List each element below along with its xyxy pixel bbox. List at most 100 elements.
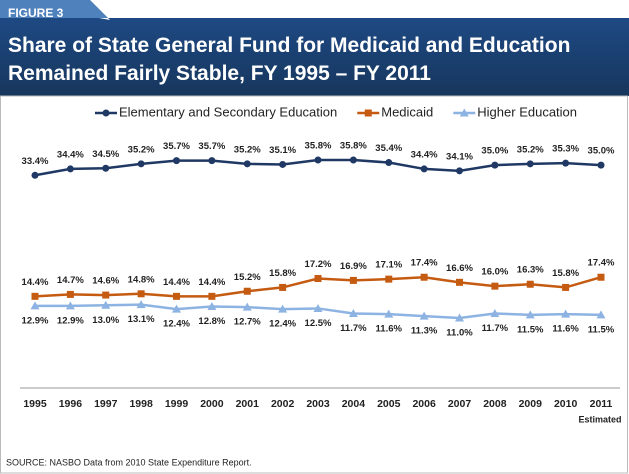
value-label: 14.4% [163, 277, 190, 288]
value-label: 15.2% [234, 272, 261, 283]
x-tick-label: 2000 [200, 398, 224, 410]
point [384, 309, 394, 318]
value-label: 11.0% [446, 328, 473, 339]
point [243, 160, 251, 168]
value-label: 17.1% [375, 260, 402, 271]
x-tick-label: 1997 [94, 398, 118, 410]
value-label: 11.7% [482, 323, 509, 334]
point [31, 292, 39, 300]
figure-label: FIGURE 3 [8, 6, 64, 20]
value-label: 14.4% [22, 277, 49, 288]
x-tick-label: 2006 [412, 398, 436, 410]
value-label: 16.9% [340, 261, 367, 272]
value-label: 34.1% [446, 151, 473, 162]
point [597, 161, 605, 169]
point [243, 287, 251, 295]
point [562, 283, 570, 291]
value-label: 16.6% [446, 263, 473, 274]
x-tick-label: 2010 [554, 398, 578, 410]
value-label: 35.1% [269, 145, 296, 156]
value-label: 12.8% [198, 316, 225, 327]
value-label: 12.4% [269, 319, 296, 330]
point [137, 160, 145, 168]
series-line [34, 275, 602, 298]
x-tick-label: 2003 [306, 398, 330, 410]
point [66, 290, 74, 298]
x-tick-label: 1996 [59, 398, 83, 410]
value-label: 35.2% [517, 144, 544, 155]
point [279, 283, 287, 291]
point [173, 292, 180, 300]
point [490, 309, 500, 318]
point [30, 301, 40, 310]
value-label: 35.8% [340, 141, 367, 152]
value-label: 35.3% [552, 144, 579, 155]
x-tick-label: 1998 [129, 398, 153, 410]
value-label: 11.5% [588, 324, 615, 335]
value-label: 11.6% [376, 324, 403, 335]
header-bg [0, 0, 629, 96]
value-label: 35.7% [163, 141, 190, 152]
value-label: 35.7% [198, 141, 225, 152]
value-label: 35.4% [375, 143, 402, 154]
point [455, 313, 464, 322]
point [242, 302, 252, 311]
point [102, 164, 110, 172]
value-label: 11.7% [340, 323, 367, 334]
frame [0, 95, 628, 474]
legend-label: Elementary and Secondary Education [119, 104, 337, 119]
value-label: 35.0% [481, 146, 508, 157]
figure-tab [0, 0, 108, 18]
point [173, 157, 180, 165]
source: SOURCE: NASBO Data from 2010 State Expen… [6, 457, 252, 467]
point [456, 167, 463, 175]
x-tick-label: 2008 [483, 398, 507, 410]
value-label: 17.4% [411, 258, 438, 269]
point [597, 273, 605, 281]
point [102, 291, 110, 299]
point [136, 300, 146, 309]
point [207, 302, 217, 311]
value-label: 35.2% [234, 144, 261, 155]
x-annotation: Estimated [578, 414, 621, 424]
point [314, 275, 322, 282]
value-label: 15.8% [269, 268, 296, 279]
x-tick-label: 2007 [448, 398, 472, 410]
value-label: 14.7% [57, 275, 84, 286]
x-tick-label: 1995 [23, 398, 47, 410]
series-line [34, 158, 602, 177]
x-tick-label: 2011 [590, 398, 613, 410]
point [208, 157, 216, 165]
point [349, 156, 357, 164]
value-label: 16.3% [517, 265, 544, 276]
value-label: 34.4% [411, 149, 438, 160]
x-tick-label: 1999 [165, 398, 189, 410]
point [313, 303, 323, 312]
x-tick-label: 2002 [271, 398, 295, 410]
x-tick-label: 2009 [519, 398, 543, 410]
value-label: 13.0% [92, 315, 119, 326]
x-tick-label: 2001 [236, 398, 260, 410]
point [349, 276, 357, 284]
point [348, 309, 358, 318]
chart-title: Share of State General Fund for Medicaid… [8, 34, 571, 85]
value-label: 11.6% [552, 324, 579, 335]
point [562, 159, 570, 167]
point [491, 161, 499, 169]
point [278, 304, 288, 313]
series-line [35, 303, 602, 320]
value-label: 17.4% [588, 258, 615, 269]
value-label: 14.4% [198, 277, 225, 288]
point [526, 160, 534, 168]
point [419, 311, 429, 320]
value-label: 33.4% [22, 156, 49, 167]
value-label: 12.7% [234, 317, 261, 328]
value-label: 34.5% [92, 149, 119, 160]
point [526, 280, 534, 288]
point [456, 278, 463, 286]
x-tick-label: 2004 [342, 398, 366, 410]
value-label: 16.0% [481, 267, 508, 278]
value-label: 14.6% [92, 276, 119, 287]
point [420, 273, 428, 281]
point [65, 301, 75, 310]
